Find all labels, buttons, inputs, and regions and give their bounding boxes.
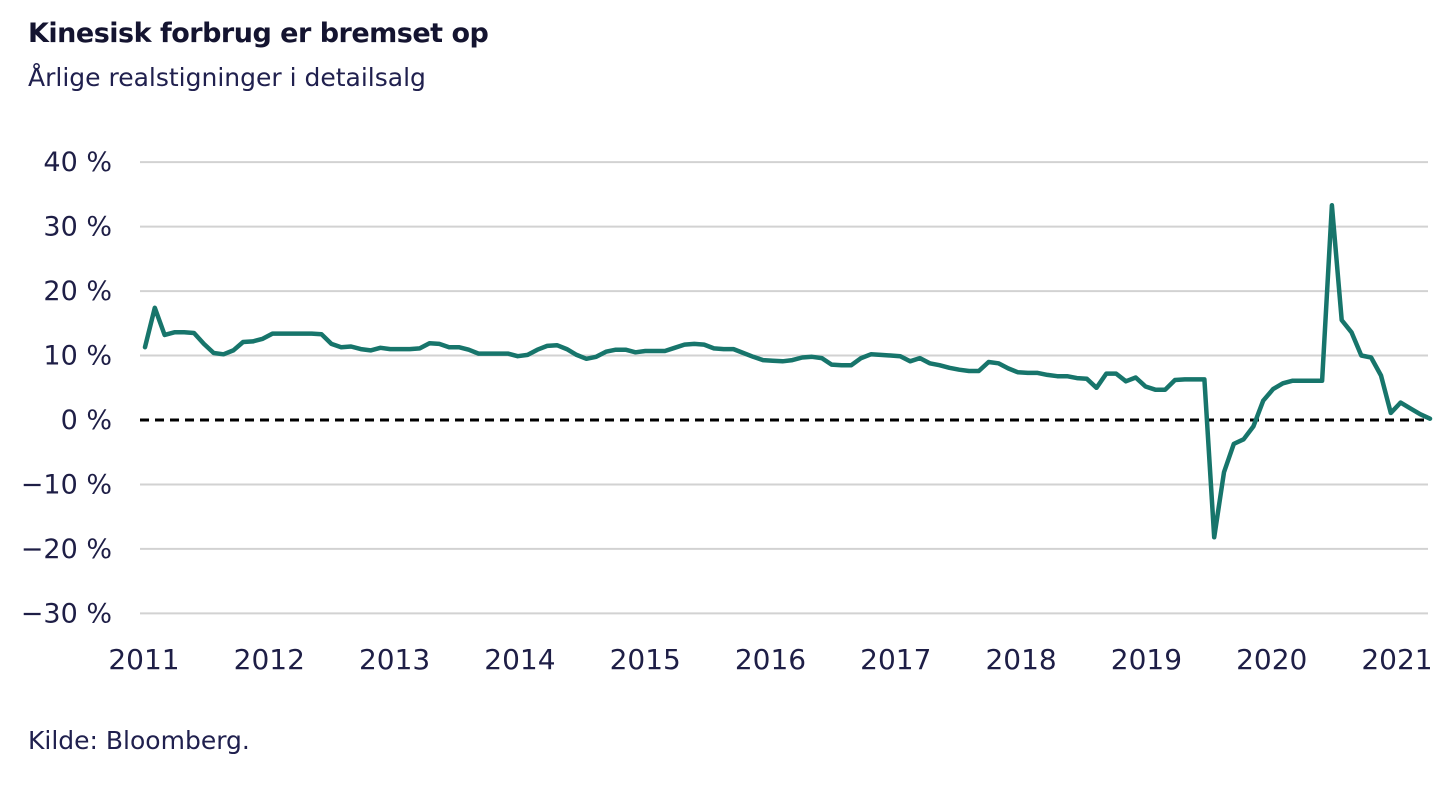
x-tick-label: 2021 [1361,643,1432,676]
source-note: Kilde: Bloomberg. [28,726,250,755]
x-tick-label: 2015 [610,643,681,676]
y-tick-label: −10 % [21,469,112,500]
gridlines [140,161,1428,615]
chart-subtitle: Årlige realstigninger i detailsalg [28,63,426,92]
x-tick-label: 2019 [1111,643,1182,676]
x-tick-label: 2017 [860,643,931,676]
x-tick-label: 2014 [484,643,555,676]
x-tick-label: 2011 [108,643,179,676]
x-tick-label: 2012 [234,643,305,676]
y-axis-tick-labels: 40 % 30 % 20 % 10 % 0 % −10 % −20 % −30 % [21,147,112,629]
y-tick-label: 10 % [43,341,112,372]
y-tick-label: −20 % [21,534,112,565]
retail-sales-line [142,203,1433,540]
y-tick-label: −30 % [21,598,112,629]
x-tick-label: 2018 [985,643,1056,676]
y-tick-label: 30 % [43,212,112,243]
x-tick-label: 2013 [359,643,430,676]
x-tick-label: 2016 [735,643,806,676]
x-axis-tick-labels: 2011 2012 2013 2014 2015 2016 2017 2018 2019 2020… [108,643,1432,676]
chart-title: Kinesisk forbrug er bremset op [28,18,489,49]
y-tick-label: 20 % [43,276,112,307]
x-tick-label: 2020 [1236,643,1307,676]
y-tick-label: 40 % [43,147,112,178]
data-series-layer [142,203,1433,540]
y-tick-label: 0 % [61,405,112,436]
